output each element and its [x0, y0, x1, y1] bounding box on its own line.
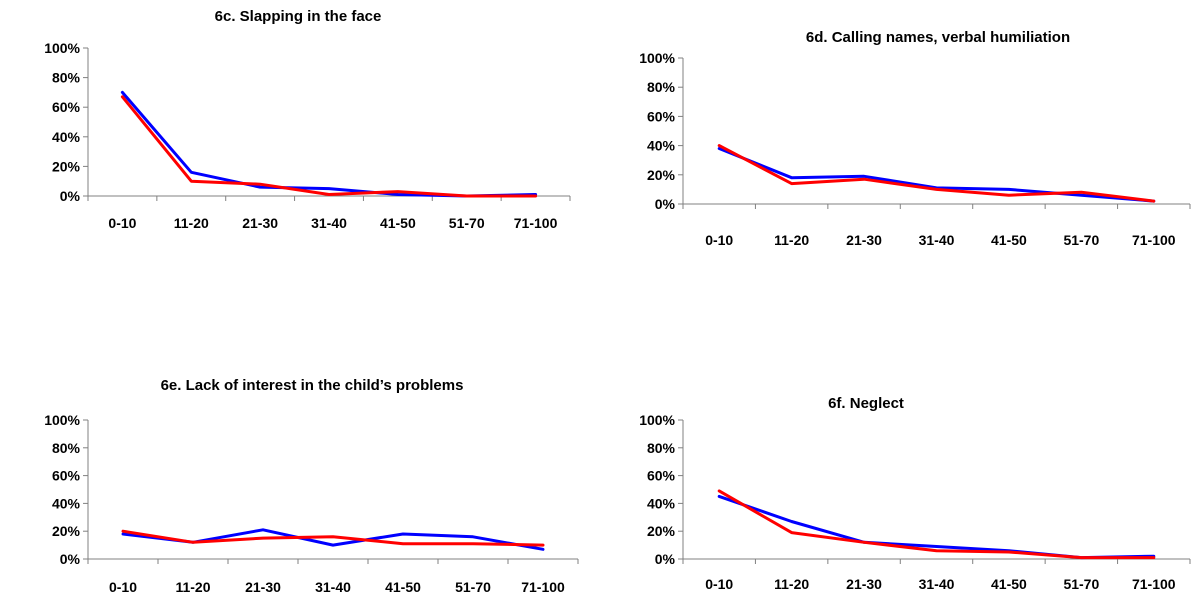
x-tick-label: 31-40	[311, 215, 347, 231]
x-tick-label: 51-70	[1063, 576, 1099, 592]
series-line-2	[120, 95, 538, 198]
x-tick-label: 21-30	[846, 576, 882, 592]
y-tick-label: 100%	[44, 412, 80, 428]
x-tick-label: 11-20	[174, 215, 209, 231]
y-tick-label: 100%	[639, 412, 675, 428]
y-tick-label: 60%	[647, 108, 676, 124]
chart-3: 6e. Lack of interest in the child’s prob…	[44, 377, 579, 595]
x-tick-label: 11-20	[774, 576, 809, 592]
y-tick-label: 60%	[52, 99, 81, 115]
x-tick-label: 31-40	[919, 232, 955, 248]
y-tick-label: 40%	[647, 495, 676, 511]
y-tick-label: 40%	[52, 495, 81, 511]
series-line-2	[717, 144, 1156, 203]
y-tick-label: 20%	[52, 158, 81, 174]
x-tick-label: 0-10	[705, 232, 733, 248]
x-tick-label: 11-20	[774, 232, 809, 248]
y-tick-label: 80%	[52, 440, 81, 456]
x-tick-label: 21-30	[846, 232, 882, 248]
x-tick-label: 51-70	[1063, 232, 1099, 248]
x-tick-label: 41-50	[385, 579, 421, 595]
series-line-1	[121, 528, 545, 551]
chart-2: 6d. Calling names, verbal humiliation 0% 2…	[639, 29, 1191, 248]
y-tick-label: 0%	[60, 551, 81, 567]
series-line-1	[120, 90, 538, 198]
y-tick-label: 20%	[647, 523, 676, 539]
x-tick-label: 41-50	[991, 232, 1027, 248]
chart-title: 6d. Calling names, verbal humiliation	[806, 29, 1070, 46]
y-tick-label: 60%	[52, 468, 81, 484]
x-tick-label: 11-20	[175, 579, 210, 595]
x-tick-label: 0-10	[109, 579, 137, 595]
y-tick-label: 20%	[52, 523, 81, 539]
series-line-2	[717, 489, 1156, 560]
y-tick-label: 60%	[647, 468, 676, 484]
x-tick-label: 71-100	[514, 215, 558, 231]
y-tick-label: 40%	[52, 129, 81, 145]
y-tick-label: 80%	[647, 440, 676, 456]
y-tick-label: 0%	[655, 551, 676, 567]
x-tick-label: 21-30	[245, 579, 281, 595]
chart-title: 6c. Slapping in the face	[215, 8, 382, 25]
y-tick-label: 40%	[647, 138, 676, 154]
y-tick-label: 100%	[44, 40, 80, 56]
x-tick-label: 41-50	[991, 576, 1027, 592]
x-tick-label: 0-10	[108, 215, 136, 231]
x-tick-label: 21-30	[242, 215, 278, 231]
chart-title: 6f. Neglect	[828, 395, 904, 412]
x-tick-label: 71-100	[1132, 232, 1176, 248]
x-tick-label: 71-100	[521, 579, 565, 595]
x-tick-label: 51-70	[449, 215, 485, 231]
y-tick-label: 100%	[639, 50, 675, 66]
chart-1: 6c. Slapping in the face 0% 20% 40% 60% 80% 10…	[44, 8, 571, 231]
x-tick-label: 31-40	[315, 579, 351, 595]
y-tick-label: 0%	[60, 188, 81, 204]
y-tick-label: 20%	[647, 167, 676, 183]
chart-4: 6f. Neglect 0% 20% 40% 60% 80% 100% 0-10 11-20 21…	[639, 395, 1191, 592]
x-tick-label: 71-100	[1132, 576, 1176, 592]
series-line-2	[121, 529, 545, 547]
x-tick-label: 41-50	[380, 215, 416, 231]
chart-title: 6e. Lack of interest in the child’s prob…	[161, 377, 464, 394]
x-tick-label: 51-70	[455, 579, 491, 595]
y-tick-label: 0%	[655, 196, 676, 212]
y-tick-label: 80%	[647, 79, 676, 95]
y-tick-label: 80%	[52, 70, 81, 86]
x-tick-label: 31-40	[919, 576, 955, 592]
x-tick-label: 0-10	[705, 576, 733, 592]
